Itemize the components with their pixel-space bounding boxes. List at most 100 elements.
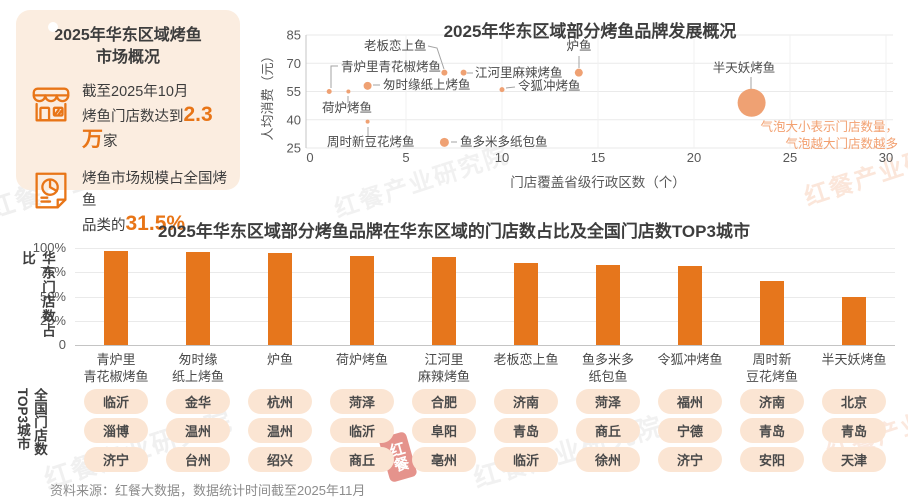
scatter-x-tick: 20 xyxy=(687,150,701,165)
bar-y-tick: 100% xyxy=(32,240,66,255)
bar-column xyxy=(403,248,485,345)
bar-gridline xyxy=(75,320,895,322)
bar-category-label: 鱼多米多 纸包鱼 xyxy=(581,352,634,384)
scatter-point-label: 江河里麻辣烤鱼 xyxy=(475,65,563,80)
top3-city-pill: 福州 xyxy=(658,389,722,414)
scatter-point-label: 青炉里青花椒烤鱼 xyxy=(341,59,441,74)
top3-city-pill: 临沂 xyxy=(330,418,394,443)
top3-city-pill: 济宁 xyxy=(658,447,722,472)
bar xyxy=(514,262,538,345)
scatter-x-tick: 0 xyxy=(306,150,313,165)
bar-column xyxy=(157,248,239,345)
bar-chart-title: 2025年华东区域部分烤鱼品牌在华东区域的门店数占比及全国门店数TOP3城市 xyxy=(158,222,750,242)
top3-city-pill: 青岛 xyxy=(740,418,804,443)
scatter-point-label: 荷炉烤鱼 xyxy=(322,100,372,115)
bar-column xyxy=(321,248,403,345)
bar-category-labels: 青炉里 青花椒烤鱼 匆时缘 纸上烤鱼 炉鱼 荷炉烤鱼 江河里 麻辣烤鱼 老板恋上鱼 鱼多米多 纸包鱼… xyxy=(75,351,895,385)
top3-city-pill: 天津 xyxy=(822,447,886,472)
scatter-x-tick: 10 xyxy=(495,150,509,165)
top3-city-pill: 徐州 xyxy=(576,447,640,472)
store-count-line1: 截至2025年10月 xyxy=(82,84,189,100)
scatter-point-label: 炉鱼 xyxy=(566,39,591,53)
scatter-bubble xyxy=(365,119,370,124)
scatter-chart-title: 2025年华东区域部分烤鱼品牌发展概况 xyxy=(443,22,737,42)
bar-column xyxy=(649,248,731,345)
top3-city-pill: 亳州 xyxy=(412,447,476,472)
bar xyxy=(678,266,702,345)
bar-column xyxy=(731,248,813,345)
bar-category-label: 令狐冲烤鱼 xyxy=(657,352,723,367)
market-share-text: 烤鱼市场规模占全国烤鱼 品类的31.5% xyxy=(82,168,230,237)
scatter-x-axis-label: 门店覆盖省级行政区数（个） xyxy=(510,175,686,190)
bar-category-label: 老板恋上鱼 xyxy=(493,352,559,367)
store-count-fact: 截至2025年10月 烤鱼门店数达到2.3万家 xyxy=(16,81,240,153)
top3-city-pill: 济南 xyxy=(494,389,558,414)
top3-city-pill: 淄博 xyxy=(84,418,148,443)
bar-gridline xyxy=(75,248,895,249)
top3-city-pill: 菏泽 xyxy=(330,389,394,414)
bar-column xyxy=(485,248,567,345)
market-share-line2: 品类的31.5% xyxy=(82,212,186,235)
scatter-point-label: 老板恋上鱼 xyxy=(364,38,427,53)
scatter-y-tick: 70 xyxy=(287,56,301,71)
scatter-x-tick: 30 xyxy=(879,150,893,165)
top3-city-pill: 绍兴 xyxy=(248,447,312,472)
market-share-highlight: 31.5% xyxy=(125,212,186,235)
bar xyxy=(596,265,620,345)
store-count-text: 截至2025年10月 烤鱼门店数达到2.3万家 xyxy=(82,81,230,153)
top3-city-pill: 杭州 xyxy=(248,389,312,414)
bar-category-label: 周时新 豆花烤鱼 xyxy=(745,352,798,384)
top3-city-pill: 安阳 xyxy=(740,447,804,472)
scatter-point-label: 令狐冲烤鱼 xyxy=(518,78,581,93)
top3-city-pill: 金华 xyxy=(166,389,230,414)
scatter-x-tick: 5 xyxy=(402,150,409,165)
bubble-size-note: 气泡大小表示门店数量， 气泡越大门店数越多 xyxy=(760,120,898,151)
panel-title-line2: 市场概况 xyxy=(95,49,160,66)
panel-title-line1: 2025年华东区域烤鱼 xyxy=(54,27,202,44)
bar xyxy=(268,252,292,345)
top3-city-pill: 青岛 xyxy=(822,418,886,443)
top3-city-pill: 台州 xyxy=(166,447,230,472)
bar-y-tick: 0 xyxy=(58,337,66,352)
scatter-bubble xyxy=(439,137,449,147)
scatter-bubble xyxy=(460,69,467,76)
bar-category-label: 炉鱼 xyxy=(266,352,293,367)
market-overview-panel: 2025年华东区域烤鱼 市场概况 截至2025年10月 烤鱼门店数达到2.3万家 xyxy=(16,10,240,235)
top3-city-pill: 合肥 xyxy=(412,389,476,414)
scatter-point-label: 周时新豆花烤鱼 xyxy=(327,134,415,149)
scatter-bubble xyxy=(326,89,332,94)
scatter-bubble xyxy=(499,87,505,93)
bar-category-label: 匆时缘 纸上烤鱼 xyxy=(171,352,224,384)
bar-column xyxy=(239,248,321,345)
scatter-point-label: 半天妖烤鱼 xyxy=(713,60,776,75)
decorative-dot xyxy=(48,22,58,32)
scatter-point-label: 匆时缘纸上烤鱼 xyxy=(383,77,471,92)
bar-gridline xyxy=(75,272,895,274)
top3-city-pill: 宁德 xyxy=(658,418,722,443)
bar-y-tick: 50% xyxy=(39,288,66,304)
bar-chart-plot xyxy=(75,248,895,345)
bar-y-tick: 75% xyxy=(39,264,66,280)
scatter-x-tick: 15 xyxy=(591,150,605,165)
scatter-y-tick: 55 xyxy=(287,84,301,99)
top3-city-pill: 济南 xyxy=(740,389,804,414)
top3-city-pill: 商丘 xyxy=(576,418,640,443)
bar xyxy=(186,251,210,345)
storefront-icon xyxy=(28,81,74,132)
scatter-bubble xyxy=(737,88,766,117)
bar-gridline xyxy=(75,296,895,298)
store-count-highlight: 2.3万 xyxy=(82,103,213,151)
bar-y-axis-label: 华东门店数占比 xyxy=(20,251,55,338)
market-share-fact: 烤鱼市场规模占全国烤鱼 品类的31.5% xyxy=(16,168,240,237)
bar-gridline xyxy=(75,345,895,346)
bar-column xyxy=(813,248,895,345)
bar-category-label: 青炉里 青花椒烤鱼 xyxy=(83,352,149,384)
bubble-scatter-chart: 25 40 55 70 85 0 5 10 15 20 25 30 青炉里青花椒烤鱼荷炉烤鱼匆时缘纸上烤… xyxy=(287,28,894,166)
bar xyxy=(760,280,784,345)
top3-city-pill: 青岛 xyxy=(494,418,558,443)
bar-category-label: 荷炉烤鱼 xyxy=(335,352,388,367)
top3-city-pill: 温州 xyxy=(166,418,230,443)
top3-city-pill: 临沂 xyxy=(84,389,148,414)
label-leader-line xyxy=(505,86,516,89)
